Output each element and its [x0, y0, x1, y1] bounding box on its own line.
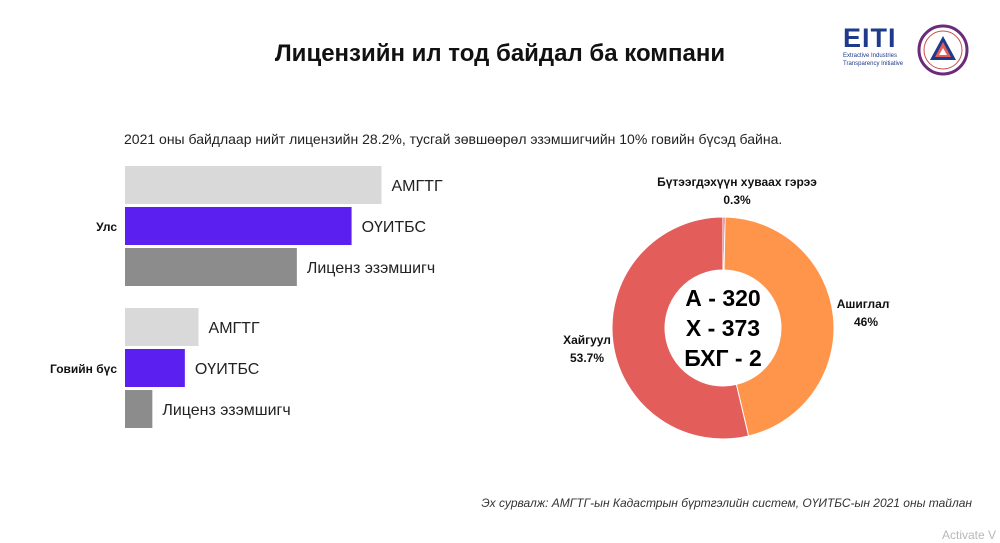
donut-center-line-1: Х - 373: [686, 315, 760, 341]
slice-name-label-2: Хайгуул: [563, 333, 611, 347]
donut-slice-2: [611, 216, 750, 440]
horizontal-bar-chart: АМГТГ ОҮИТБС Лиценз эзэмшигч Улс АМГТГ ОҮИТБС…: [50, 166, 443, 428]
bar-0-0: [125, 166, 382, 204]
bar-0-1: [125, 207, 352, 245]
donut-center-line-2: БХГ - 2: [684, 345, 762, 371]
bar-1-1: [125, 349, 185, 387]
eiti-logo-subtitle-1: Extractive Industries: [843, 53, 898, 59]
eiti-logo-subtitle-2: Transparency Initiative: [843, 61, 904, 67]
donut-center-line-0: А - 320: [685, 285, 760, 311]
eiti-logo-word: EITI: [843, 23, 897, 53]
bar-label-0-1: ОҮИТБС: [362, 219, 427, 236]
bar-1-2: [125, 390, 153, 428]
slice-value-label-2: 53.7%: [570, 351, 604, 365]
slice-name-label-0: Бүтээгдэхүүн хуваах гэрээ: [657, 175, 817, 189]
eiti-logo: EITI Extractive Industries Transparency …: [843, 24, 909, 76]
bar-label-1-2: Лиценз эзэмшигч: [162, 402, 290, 419]
chart-subtitle: 2021 оны байдлаар нийт лицензийн 28.2%, …: [124, 131, 783, 147]
slice-value-label-0: 0.3%: [723, 193, 751, 207]
group-label-0: Улс: [96, 220, 117, 234]
activation-watermark: Activate V: [942, 528, 997, 542]
bar-label-1-1: ОҮИТБС: [195, 361, 260, 378]
bar-label-1-0: АМГТГ: [209, 320, 260, 337]
seal-logo-icon: [917, 24, 969, 76]
slice-name-label-1: Ашиглалт: [837, 297, 890, 311]
slice-value-label-1: 46%: [854, 315, 878, 329]
bar-label-0-2: Лиценз эзэмшигч: [307, 260, 435, 277]
bar-0-2: [125, 248, 297, 286]
bar-1-0: [125, 308, 199, 346]
donut-chart: Бүтээгдэхүүн хуваах гэрээ 0.3% Ашиглалт 46%…: [563, 175, 890, 440]
page-title: Лицензийн ил тод байдал ба компани: [274, 40, 726, 67]
source-note: Эх сурвалж: АМГТГ-ын Кадастрын бүртгэлий…: [481, 496, 972, 510]
bar-label-0-0: АМГТГ: [392, 178, 443, 195]
donut-slice-1: [723, 216, 835, 437]
group-label-1: Говийн бүс: [50, 362, 117, 376]
